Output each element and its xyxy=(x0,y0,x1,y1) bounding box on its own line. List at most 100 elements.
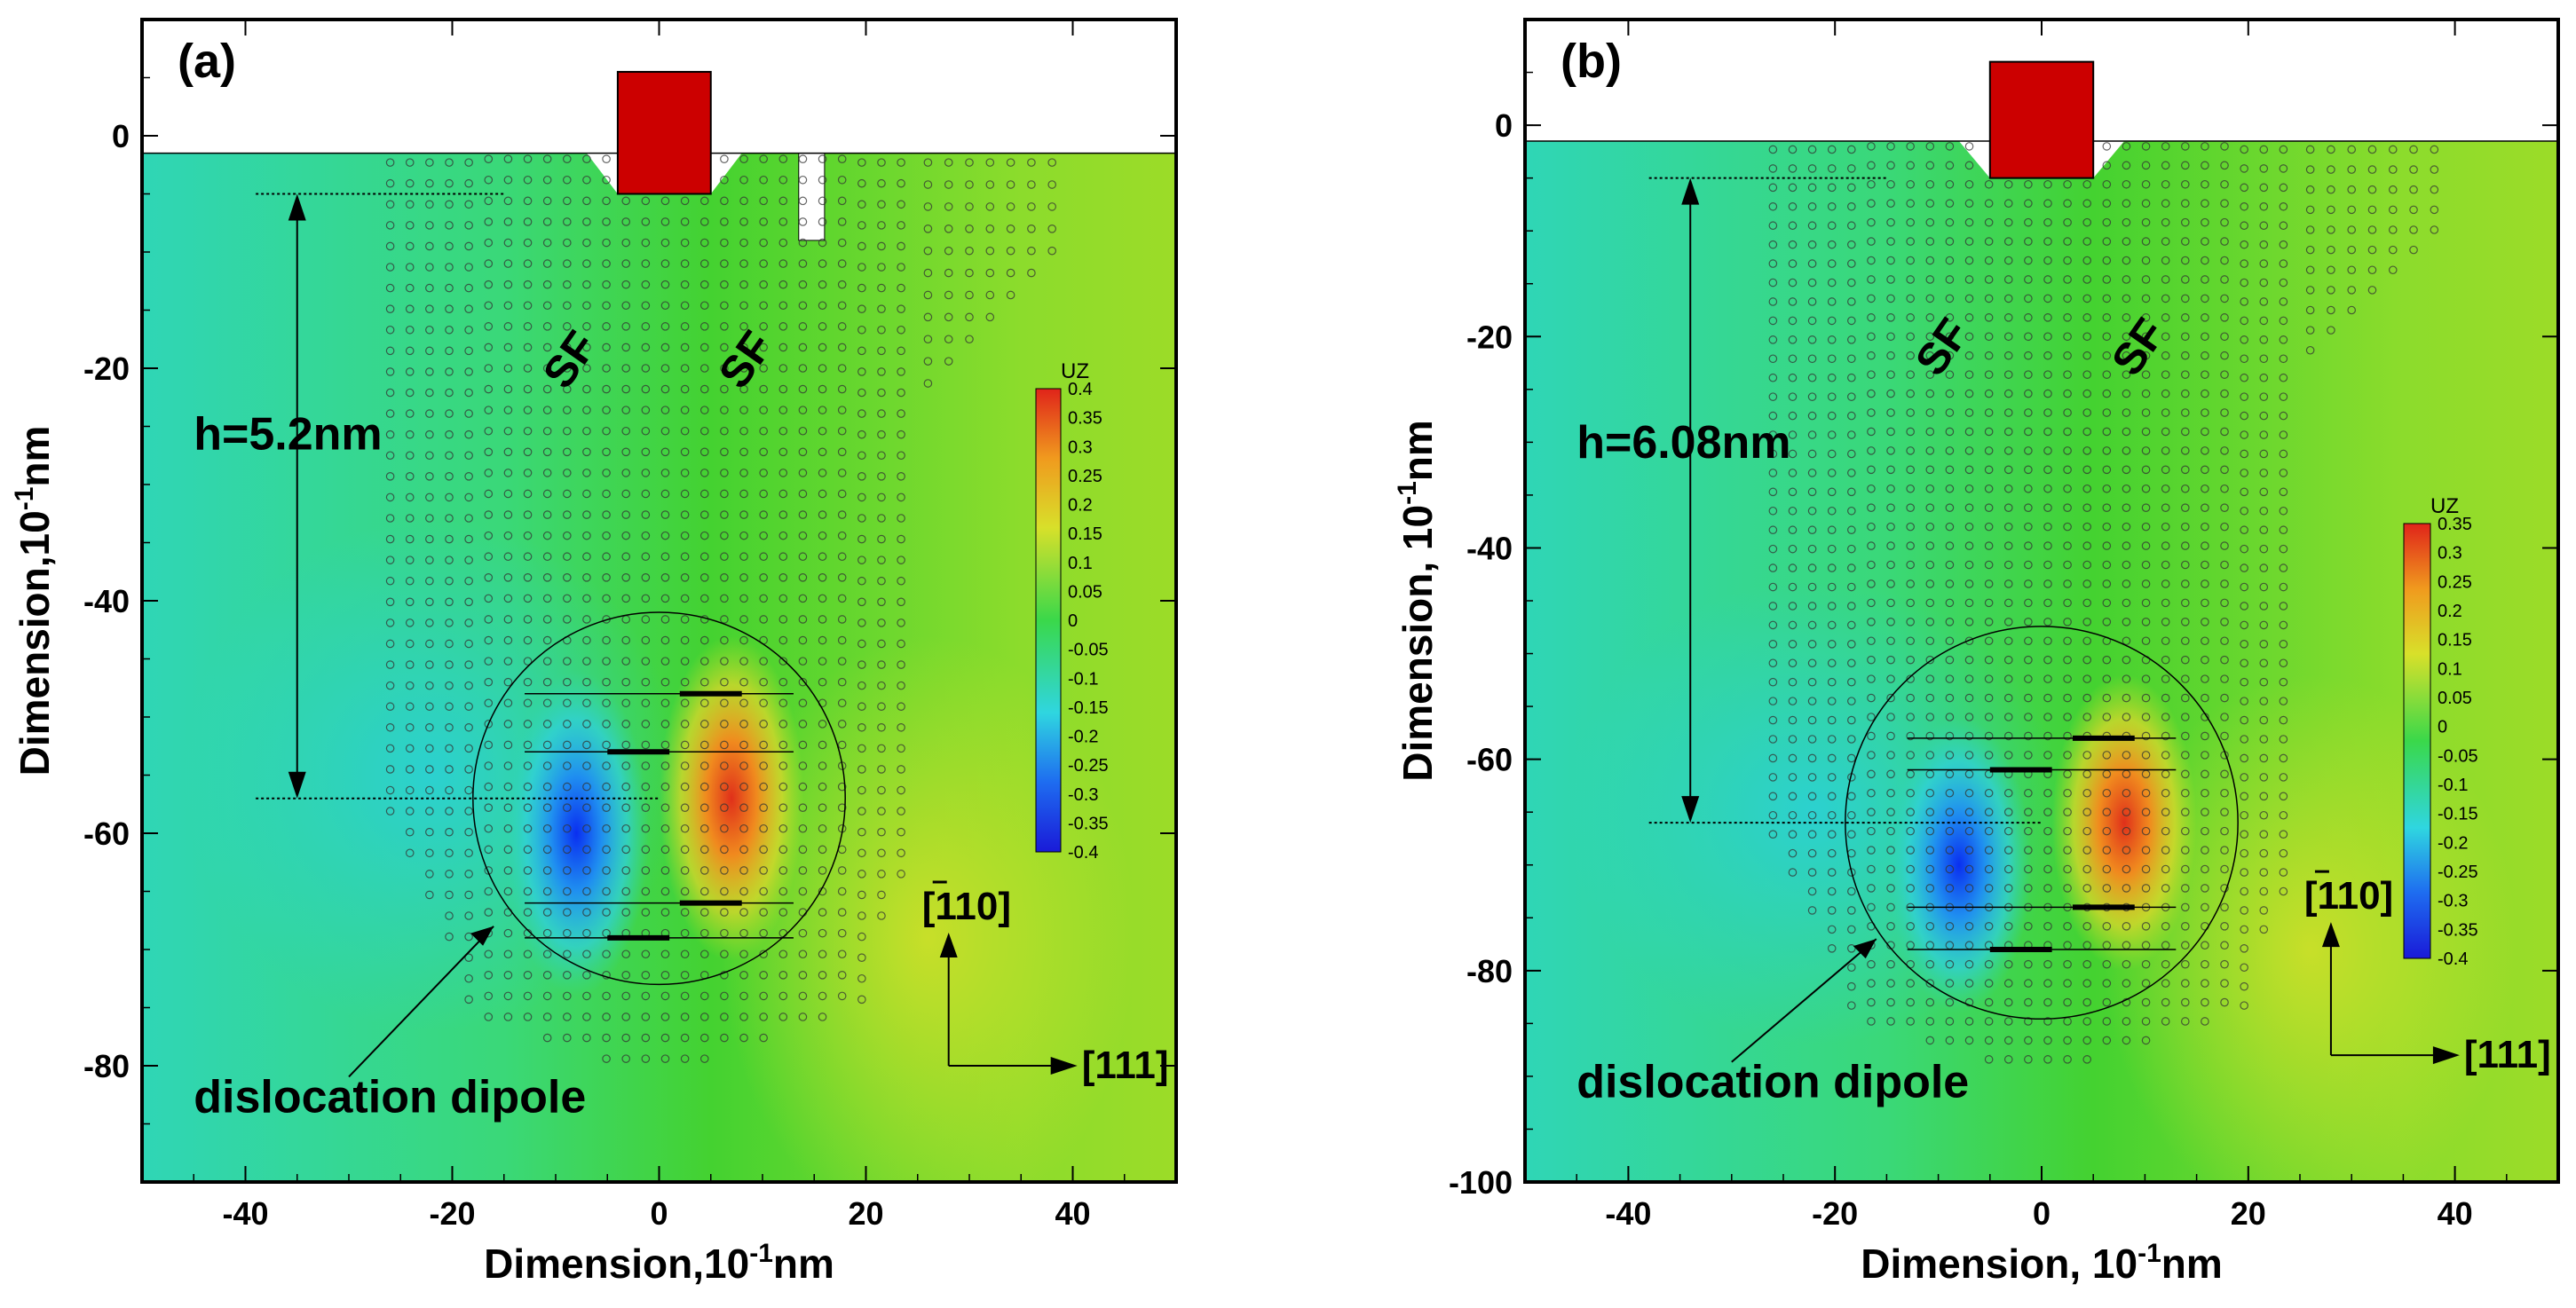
atom xyxy=(503,510,513,519)
atom xyxy=(484,949,494,959)
atom xyxy=(1945,788,1955,798)
atom xyxy=(1788,164,1798,173)
atom xyxy=(621,1033,631,1043)
atom xyxy=(2180,294,2190,303)
atom xyxy=(739,384,748,394)
atom xyxy=(621,657,631,666)
atom xyxy=(2063,884,2072,893)
atom xyxy=(720,238,729,248)
atom xyxy=(602,698,611,708)
legend-tick-label: -0.35 xyxy=(1068,814,1109,833)
atom xyxy=(2409,245,2418,255)
atom xyxy=(2122,922,2131,931)
atom xyxy=(897,848,905,858)
atom xyxy=(778,301,788,311)
atom xyxy=(1847,658,1856,668)
atom xyxy=(2063,751,2072,760)
atom xyxy=(2220,465,2229,475)
atom xyxy=(582,1033,591,1043)
atom xyxy=(2240,525,2248,535)
atom xyxy=(385,451,395,461)
atom xyxy=(2024,788,2033,798)
atom xyxy=(621,196,631,206)
atom xyxy=(464,848,473,858)
atom xyxy=(445,911,454,920)
atom xyxy=(778,782,788,792)
atom xyxy=(897,514,905,523)
atom xyxy=(1807,544,1817,554)
atom xyxy=(897,325,905,335)
atom xyxy=(720,343,729,352)
atom xyxy=(2102,713,2112,721)
atom xyxy=(2201,941,2209,950)
atom xyxy=(542,238,552,248)
atom xyxy=(503,384,513,394)
legend-tick-label: 0.2 xyxy=(2438,602,2462,621)
atom xyxy=(2201,446,2209,455)
y-tick-label: -20 xyxy=(83,351,130,387)
atom xyxy=(2141,217,2151,227)
atom xyxy=(503,280,513,289)
atom xyxy=(2043,256,2052,265)
atom xyxy=(1788,677,1798,687)
atom xyxy=(2141,618,2151,626)
atom xyxy=(1925,674,1935,683)
atom xyxy=(563,886,572,896)
atom xyxy=(425,827,434,837)
atom xyxy=(1925,446,1935,455)
atom xyxy=(778,426,788,436)
atom xyxy=(1964,199,1974,209)
atom xyxy=(2102,808,2112,816)
atom xyxy=(739,301,748,311)
atom xyxy=(2161,237,2170,246)
atom xyxy=(2259,620,2269,630)
atom xyxy=(837,552,847,562)
atom xyxy=(1867,199,1876,209)
atom xyxy=(1827,430,1837,439)
atom xyxy=(621,322,631,331)
atom xyxy=(464,660,473,669)
atom xyxy=(1886,808,1895,816)
legend-tick-label: 0.3 xyxy=(2438,544,2462,563)
atom xyxy=(1827,620,1837,630)
atom xyxy=(563,657,572,666)
atom xyxy=(2201,142,2209,151)
atom xyxy=(818,782,827,792)
atom xyxy=(1945,484,1955,493)
atom xyxy=(405,660,415,669)
atom xyxy=(405,785,415,795)
atom xyxy=(563,1013,572,1021)
atom xyxy=(1945,199,1955,209)
atom xyxy=(1827,925,1837,934)
atom xyxy=(680,301,690,311)
atom xyxy=(464,283,473,293)
atom xyxy=(1984,959,1994,969)
atom xyxy=(2259,677,2269,687)
atom xyxy=(2063,351,2072,360)
atom xyxy=(1906,408,1915,417)
atom xyxy=(897,178,905,188)
atom xyxy=(2279,316,2288,326)
atom xyxy=(778,364,788,373)
atom xyxy=(523,866,533,875)
atom xyxy=(2043,579,2052,588)
atom xyxy=(680,740,690,750)
atom xyxy=(464,451,473,461)
atom xyxy=(464,619,473,627)
atom xyxy=(2102,522,2112,532)
atom xyxy=(1788,469,1798,477)
x-tick-label: -20 xyxy=(429,1195,475,1232)
atom xyxy=(2063,332,2072,342)
atom xyxy=(2141,636,2151,646)
atom xyxy=(857,200,866,209)
atom xyxy=(857,158,866,167)
atom xyxy=(2122,636,2131,646)
atom xyxy=(425,178,434,188)
atom xyxy=(1964,674,1974,683)
atom xyxy=(720,196,729,206)
atom xyxy=(503,971,513,980)
atom xyxy=(641,447,651,457)
atom xyxy=(739,531,748,540)
atom xyxy=(1925,579,1935,588)
atom xyxy=(1827,183,1837,193)
